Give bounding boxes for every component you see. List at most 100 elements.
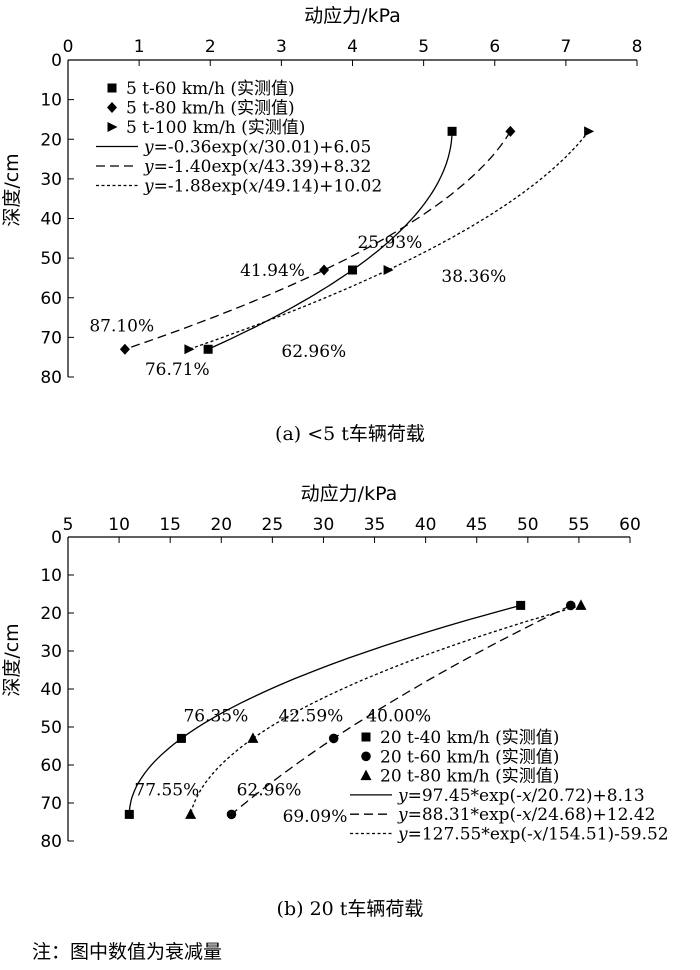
data-point-square [516,600,526,610]
legend: 5 t-60 km/h (实测值)5 t-80 km/h (实测值)5 t-10… [96,79,382,197]
legend-entry: 20 t-40 km/h (实测值) [380,728,559,748]
x-tick-label: 25 [262,515,284,535]
y-tick-label: 20 [40,604,62,624]
equation-part: /43.39)+8.32 [258,157,371,177]
x-tick-label: 4 [347,37,358,57]
legend-marker-diamond [107,102,117,113]
data-point-triangle-right [184,344,195,355]
attenuation-label: 69.09% [283,807,348,827]
y-tick-label: 30 [40,642,62,662]
chart-b: 5 10 15 20 25 30 35 40 45 50 55 60 0 10 20 30 40 50 60 70 80… [1,483,669,920]
y-tick-label: 60 [40,756,62,776]
y-tick-label: 50 [40,718,62,738]
y-tick-label: 80 [40,832,62,852]
equation-part: y [397,786,408,806]
equation-part: x [522,805,532,825]
equation-part: x [533,825,543,845]
y-tick-label: 0 [51,51,62,71]
x-tick-label: 6 [489,37,500,57]
y-tick-label: 20 [40,130,62,150]
data-point-circle [565,600,576,611]
data-point-triangle [247,732,259,743]
chart-a: 0 1 2 3 4 5 6 7 801020304050607080动应力/kPa深度/cm(a… [1,5,642,445]
x-tick-label: 2 [205,37,216,57]
equation-part: =97.45*exp(- [408,786,522,806]
legend-fit-equation: y=88.31*exp(-x/24.68)+12.42 [397,805,655,825]
legend-entry: 5 t-80 km/h (实测值) [126,99,295,119]
x-tick-label: 50 [517,515,539,535]
fit-curve-2 [231,604,571,815]
legend-entry: 5 t-60 km/h (实测值) [126,79,295,99]
legend-entry: 20 t-60 km/h (实测值) [380,747,559,767]
equation-part: =-1.40exp( [154,157,249,177]
x-tick-label: 30 [313,515,335,535]
data-point-triangle [575,599,587,610]
y-tick-label: 40 [40,680,62,700]
y-axis-title: 深度/cm [1,623,23,696]
equation-part: x [522,786,532,806]
legend-fit-equation: y=97.45*exp(-x/20.72)+8.13 [397,786,645,806]
data-point-square [447,126,457,136]
y-tick-label: 80 [40,368,62,388]
equation-part: /154.51)-59.52 [542,825,668,845]
attenuation-label: 62.96% [237,780,302,800]
equation-part: =88.31*exp(- [408,805,522,825]
equation-part: y [397,825,408,845]
attenuation-label: 76.35% [183,706,248,726]
y-axis-title: 深度/cm [1,153,23,226]
equation-part: /49.14)+10.02 [258,177,382,197]
chart-caption: (a) <5 t车辆荷载 [275,423,425,445]
equation-part: =-1.88exp( [154,177,249,197]
legend-fit-equation: y=-0.36exp(x/30.01)+6.05 [143,138,371,158]
data-point-diamond [119,343,130,355]
equation-part: x [249,177,259,197]
attenuation-label: 62.96% [281,342,346,362]
data-point-diamond [505,125,516,137]
data-point-square [176,733,186,743]
x-tick-label: 1 [134,37,145,57]
attenuation-label: 77.55% [134,780,199,800]
x-tick-label: 0 [63,37,74,57]
x-tick-label: 5 [63,515,74,535]
chart-caption: (b) 20 t车辆荷载 [277,898,424,920]
y-tick-label: 70 [40,328,62,348]
equation-part: y [143,177,154,197]
legend-entry: 5 t-100 km/h (实测值) [126,118,305,138]
legend-fit-equation: y=-1.88exp(x/49.14)+10.02 [143,177,382,197]
y-tick-label: 50 [40,249,62,269]
attenuation-label: 25.93% [357,233,422,253]
equation-part: y [143,138,154,158]
legend-marker-triangle [360,769,372,781]
data-point-square [124,809,134,819]
equation-part: x [249,138,259,158]
data-point-triangle [185,808,197,819]
x-tick-label: 15 [159,515,181,535]
data-point-square [203,344,213,354]
y-tick-label: 40 [40,210,62,230]
data-point-circle [328,733,339,744]
equation-part: /24.68)+12.42 [532,805,656,825]
legend-fit-equation: y=127.55*exp(-x/154.51)-59.52 [397,825,669,845]
x-tick-label: 7 [560,37,571,57]
legend-marker-square [361,732,371,742]
fit-curve-3 [188,130,590,350]
fit-curve-1 [128,604,521,815]
x-axis-title: 动应力/kPa [301,483,398,505]
attenuation-label: 40.00% [366,706,431,726]
x-tick-label: 5 [418,37,429,57]
x-tick-label: 40 [415,515,437,535]
y-tick-label: 10 [40,566,62,586]
equation-part: y [397,805,408,825]
data-point-circle [226,809,237,820]
x-tick-label: 3 [276,37,287,57]
y-tick-label: 70 [40,794,62,814]
x-tick-label: 55 [568,515,590,535]
attenuation-label: 87.10% [89,316,154,336]
x-tick-label: 8 [632,37,643,57]
y-tick-label: 0 [51,528,62,548]
legend-marker-triangle-right [107,122,118,132]
y-tick-label: 60 [40,289,62,309]
equation-part: =-0.36exp( [154,138,249,158]
equation-part: /30.01)+6.05 [258,138,371,158]
x-tick-label: 60 [619,515,641,535]
